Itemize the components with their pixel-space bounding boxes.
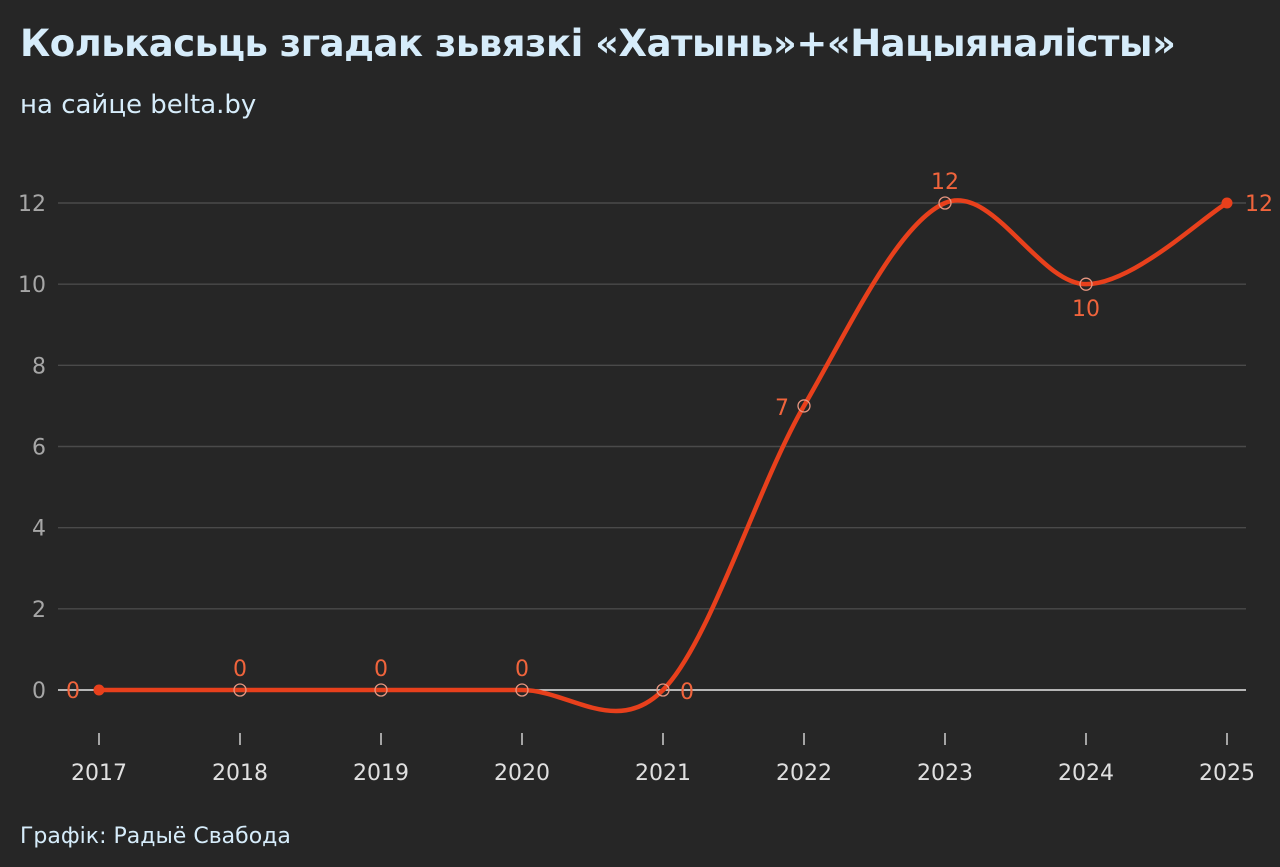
data-point — [374, 683, 388, 697]
grid-lines — [58, 202, 1246, 691]
data-label: 0 — [66, 679, 80, 704]
data-point — [938, 196, 952, 210]
data-point — [93, 684, 105, 696]
y-tick-label: 10 — [18, 273, 46, 298]
x-tick-label: 2025 — [1199, 761, 1255, 786]
x-tick-label: 2018 — [212, 761, 268, 786]
x-tick-label: 2020 — [494, 761, 550, 786]
data-label: 0 — [233, 657, 247, 682]
y-tick-label: 4 — [32, 517, 46, 542]
chart-subtitle: на сайце belta.by — [20, 90, 257, 120]
data-label: 0 — [374, 657, 388, 682]
x-tick-label: 2017 — [71, 761, 127, 786]
data-label: 0 — [680, 680, 694, 705]
chart-source: Графік: Радыё Свабода — [20, 824, 291, 849]
axes: 0 2 4 6 8 10 12 2017 2018 2019 2020 2021 2022 2023 202… — [18, 192, 1255, 786]
x-tick-label: 2024 — [1058, 761, 1114, 786]
data-label: 0 — [515, 657, 529, 682]
data-label: 10 — [1072, 297, 1100, 322]
data-label: 12 — [1245, 192, 1273, 217]
y-tick-label: 12 — [18, 192, 46, 217]
y-tick-label: 8 — [32, 354, 46, 379]
data-point — [1079, 277, 1093, 291]
y-tick-label: 2 — [32, 598, 46, 623]
y-tick-label: 6 — [32, 436, 46, 461]
data-labels: 0 0 0 0 0 7 12 10 12 — [66, 170, 1273, 705]
data-label: 7 — [775, 396, 789, 421]
x-tick-label: 2022 — [776, 761, 832, 786]
y-tick-label: 0 — [32, 679, 46, 704]
data-point — [797, 399, 811, 413]
x-tick-label: 2019 — [353, 761, 409, 786]
data-point — [233, 683, 247, 697]
data-point — [656, 683, 670, 697]
data-label: 12 — [931, 170, 959, 195]
data-point — [1221, 197, 1233, 209]
data-point — [515, 683, 529, 697]
series-line — [96, 198, 1230, 714]
x-tick-label: 2021 — [635, 761, 691, 786]
series — [93, 196, 1233, 714]
chart-title: Колькасьць згадак зьвязкі «Хатынь»+«Нацы… — [20, 22, 1176, 65]
x-tick-label: 2023 — [917, 761, 973, 786]
